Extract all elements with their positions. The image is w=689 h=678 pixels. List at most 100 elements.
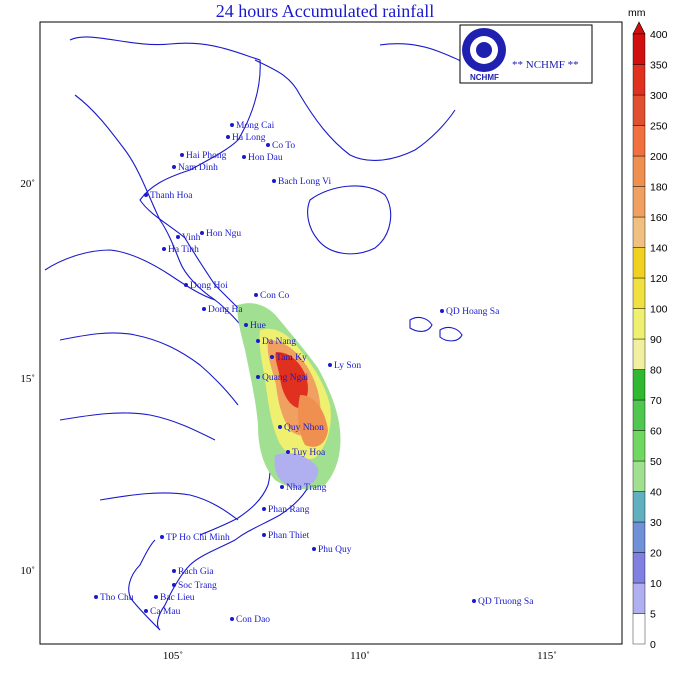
place-marker (172, 165, 176, 169)
place-marker (144, 609, 148, 613)
place-label: QD Truong Sa (478, 597, 534, 607)
colorbar-label: 40 (650, 487, 662, 499)
colorbar-swatch (632, 582, 646, 614)
place-marker (230, 123, 234, 127)
colorbar-arrow (632, 21, 646, 35)
place-marker (472, 599, 476, 603)
place-label: Bac Lieu (160, 593, 195, 603)
colorbar-label: 120 (650, 273, 668, 285)
place-label: Ha Long (232, 133, 266, 143)
place-marker (440, 309, 444, 313)
place-marker (266, 143, 270, 147)
place-label: Phan Rang (268, 505, 310, 515)
place-label: Phu Quy (318, 545, 352, 555)
colorbar-label: 350 (650, 60, 668, 72)
place-label: Hai Phong (186, 151, 227, 161)
place-marker (262, 533, 266, 537)
colorbar-label: 20 (650, 548, 662, 560)
colorbar-swatch (632, 33, 646, 65)
colorbar-swatch (632, 613, 646, 645)
colorbar-label: 180 (650, 182, 668, 194)
place-label: TP Ho Chi Minh (166, 533, 230, 543)
colorbar-label: 250 (650, 121, 668, 133)
place-marker (242, 155, 246, 159)
place-label: Soc Trang (178, 581, 217, 591)
place-label: Quang Ngai (262, 373, 309, 383)
place-label: Ly Son (334, 361, 361, 371)
colorbar-swatch (632, 94, 646, 126)
colorbar-label: 400 (650, 29, 668, 41)
place-marker (202, 307, 206, 311)
place-marker (94, 595, 98, 599)
place-marker (278, 425, 282, 429)
place-label: QD Hoang Sa (446, 307, 500, 317)
place-label: Vinh (182, 233, 201, 243)
colorbar-label: 50 (650, 456, 662, 468)
place-label: Hon Dau (248, 153, 283, 163)
x-tick: 105˚ (163, 650, 183, 662)
colorbar-label: 30 (650, 517, 662, 529)
place-marker (172, 569, 176, 573)
place-label: Phan Thiet (268, 531, 310, 541)
colorbar-label: 10 (650, 578, 662, 590)
place-label: Thanh Hoa (150, 191, 193, 201)
place-marker (200, 231, 204, 235)
place-label: Dong Hoi (190, 281, 228, 291)
place-marker (262, 507, 266, 511)
place-label: Rach Gia (178, 567, 214, 577)
place-label: Quy Nhon (284, 423, 324, 433)
colorbar-label: 60 (650, 426, 662, 438)
place-marker (312, 547, 316, 551)
place-label: Tuy Hoa (292, 448, 326, 458)
colorbar-swatch (632, 491, 646, 523)
colorbar-label: 300 (650, 90, 668, 102)
place-marker (254, 293, 258, 297)
colorbar-swatch (632, 247, 646, 279)
place-label: Con Dao (236, 615, 270, 625)
place-label: Ha Tinh (168, 245, 199, 255)
place-label: Hon Ngu (206, 229, 241, 239)
colorbar-swatch (632, 277, 646, 309)
colorbar-label: 100 (650, 304, 668, 316)
colorbar-swatch (632, 338, 646, 370)
place-marker (256, 339, 260, 343)
colorbar-swatch (632, 430, 646, 462)
place-labels: Mong Cai Ha Long Hai Phong Nam Dinh Co To Hon… (94, 121, 534, 625)
place-marker (144, 193, 148, 197)
place-marker (230, 617, 234, 621)
place-marker (256, 375, 260, 379)
colorbar-swatch (632, 308, 646, 340)
y-tick: 20˚ (20, 178, 35, 190)
place-marker (244, 323, 248, 327)
colorbar-swatch (632, 125, 646, 157)
colorbar-label: 5 (650, 609, 656, 621)
colorbar-label: 80 (650, 365, 662, 377)
place-label: Mong Cai (236, 121, 275, 131)
place-marker (328, 363, 332, 367)
place-marker (176, 235, 180, 239)
y-tick: 15˚ (20, 373, 35, 385)
colorbar-swatch (632, 369, 646, 401)
colorbar-swatch (632, 216, 646, 248)
colorbar-label: 140 (650, 243, 668, 255)
place-label: Bach Long Vi (278, 177, 331, 187)
colorbar-swatch (632, 460, 646, 492)
colorbar-swatch (632, 399, 646, 431)
place-marker (226, 135, 230, 139)
place-label: Tho Chu (100, 593, 134, 603)
colorbar-unit: mm (628, 7, 646, 19)
place-label: Nam Dinh (178, 163, 218, 173)
place-label: Tam Ky (276, 353, 307, 363)
place-marker (270, 355, 274, 359)
colorbar-swatch (632, 552, 646, 584)
place-label: Da Nang (262, 337, 296, 347)
map-title: 24 hours Accumulated rainfall (215, 1, 435, 21)
logo-text: NCHMF (470, 73, 499, 82)
x-tick: 115˚ (537, 650, 557, 662)
place-label: Co To (272, 141, 295, 151)
colorbar-label: 160 (650, 212, 668, 224)
place-label: Hue (250, 321, 266, 331)
place-label: Ca Mau (150, 607, 181, 617)
colorbar-swatch (632, 186, 646, 218)
